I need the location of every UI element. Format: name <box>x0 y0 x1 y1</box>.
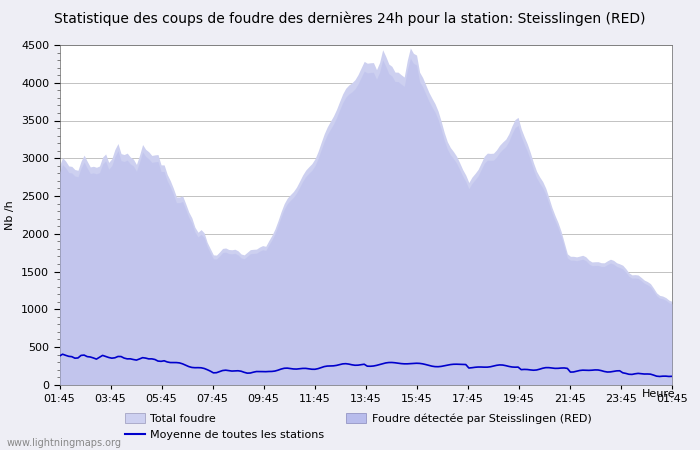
Y-axis label: Nb /h: Nb /h <box>6 200 15 230</box>
Legend: Total foudre, Moyenne de toutes les stations, Foudre détectée par Steisslingen (: Total foudre, Moyenne de toutes les stat… <box>125 413 592 440</box>
Text: Statistique des coups de foudre des dernières 24h pour la station: Steisslingen : Statistique des coups de foudre des dern… <box>55 11 645 26</box>
Text: www.lightningmaps.org: www.lightningmaps.org <box>7 438 122 448</box>
Text: Heure: Heure <box>642 389 675 399</box>
